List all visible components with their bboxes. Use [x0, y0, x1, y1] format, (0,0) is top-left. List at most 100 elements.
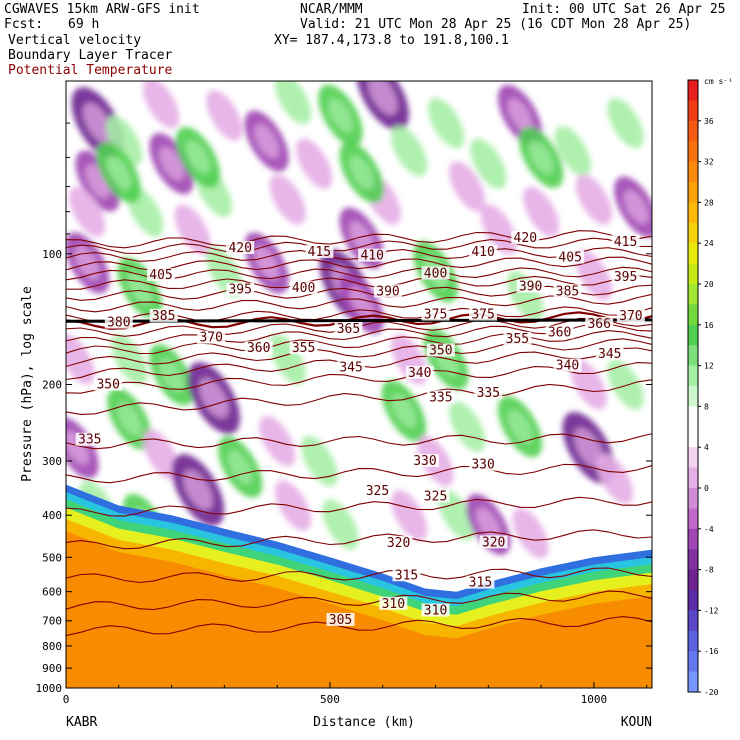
vertical-velocity-cell-14 [554, 125, 591, 177]
theta-label-bg-33 [426, 390, 455, 404]
theta-label-bg-24 [244, 341, 273, 355]
y-tick-label-3: 400 [42, 509, 62, 522]
theta-label-bg-18 [616, 308, 645, 322]
theta-label-14: 385 [556, 284, 579, 299]
theta-label-bg-25 [289, 341, 318, 355]
colorbar-swatch-19 [688, 467, 698, 489]
vertical-velocity-cell-17 [69, 186, 106, 237]
theta-label-24: 360 [247, 341, 270, 356]
vertical-velocity-cell-10 [391, 125, 428, 177]
theta-contour-310 [66, 590, 652, 611]
theta-label-32: 350 [96, 378, 119, 393]
forecast-hour: 69 h [68, 17, 100, 32]
left-endpoint-label: KABR [66, 715, 97, 730]
vertical-velocity-cell-7 [274, 81, 312, 125]
theta-label-1: 415 [308, 245, 331, 260]
theta-label-0: 420 [228, 241, 251, 256]
theta-label-bg-44 [379, 596, 408, 610]
theta-label-6: 415 [614, 235, 637, 250]
y-tick-label-9: 1000 [36, 682, 63, 695]
colorbar-swatch-23 [688, 549, 698, 571]
theta-label-bg-43 [466, 575, 495, 589]
vertical-velocity-halo-61 [507, 409, 533, 444]
theta-label-42: 315 [395, 568, 418, 583]
theta-label-26: 355 [506, 332, 529, 347]
theta-label-31: 340 [556, 359, 579, 374]
vertical-velocity-halo-29 [623, 190, 649, 224]
theta-label-30: 340 [408, 366, 431, 381]
theta-label-bg-26 [503, 331, 532, 345]
y-tick-label-2: 300 [42, 455, 62, 468]
colorbar-label-0: 36 [704, 117, 714, 126]
theta-label-bg-11 [226, 282, 255, 296]
theta-label-bg-17 [469, 307, 498, 321]
y-tick-label-8: 900 [42, 662, 62, 675]
colorbar-swatch-0 [688, 80, 698, 101]
theta-label-bg-12 [374, 284, 403, 298]
theta-label-bg-35 [75, 432, 104, 446]
theta-contour-305 [66, 616, 652, 637]
theta-label-46: 305 [329, 613, 352, 628]
theta-label-4: 420 [514, 231, 537, 246]
vertical-velocity-cell-64 [274, 480, 312, 531]
theta-label-13: 390 [519, 280, 542, 295]
theta-label-bg-34 [474, 385, 503, 399]
vertical-velocity-cell-20 [269, 174, 306, 225]
vertical-velocity-halo-54 [183, 470, 213, 510]
theta-label-bg-39 [421, 489, 450, 503]
bl-tracer-band-orange [66, 531, 652, 688]
theta-label-bg-1 [305, 244, 334, 258]
theta-label-bg-29 [337, 360, 366, 374]
colorbar-label-3: 24 [704, 239, 714, 248]
theta-contour-360 [66, 330, 652, 355]
forecast-label: Fcst: [4, 17, 44, 32]
theta-label-bg-40 [384, 535, 413, 549]
colorbar-label-12: -12 [704, 606, 719, 615]
valid-time: Valid: 21 UTC Mon 28 Apr 25 (16 CDT Mon … [300, 17, 692, 32]
theta-label-bg-8 [289, 281, 318, 295]
vertical-velocity-halo-51 [66, 431, 89, 465]
field-potential-temperature: Potential Temperature [8, 63, 173, 78]
colorbar-swatch-18 [688, 447, 698, 469]
vertical-velocity-cell-50 [607, 359, 644, 410]
y-tick-label-7: 800 [42, 640, 62, 653]
theta-label-40: 320 [387, 536, 410, 551]
colorbar-swatch-26 [688, 610, 698, 632]
theta-contour-325 [66, 496, 652, 517]
y-tick-label-6: 700 [42, 615, 62, 628]
x-tick-label-1: 500 [320, 693, 340, 706]
theta-label-bg-7 [147, 268, 176, 282]
theta-label-29: 345 [339, 361, 362, 376]
init-time: Init: 00 UTC Sat 26 Apr 25 [522, 2, 726, 17]
theta-label-bg-23 [197, 330, 226, 344]
vertical-velocity-cell-66 [391, 490, 428, 541]
vertical-velocity-halo-13 [507, 98, 533, 133]
colorbar: 36 32 28 24 20 16 12 8 4 0 -4 -8 -12 -16 -20 [687, 79, 719, 697]
theta-label-23: 370 [199, 331, 222, 346]
vertical-velocity-cell-16 [575, 174, 613, 225]
theta-contour-415 [66, 237, 652, 255]
colorbar-swatch-8 [688, 243, 698, 265]
colorbar-swatch-10 [688, 284, 698, 305]
vertical-velocity-cell-12 [449, 161, 486, 212]
theta-label-bg-30 [405, 365, 434, 379]
theta-label-34: 335 [477, 386, 500, 401]
colorbar-swatch-15 [688, 386, 698, 407]
field-bl-tracer: Boundary Layer Tracer [8, 48, 173, 63]
vertical-velocity-halo-55 [228, 450, 253, 484]
colorbar-swatch-5 [688, 182, 698, 203]
theta-label-bg-15 [149, 308, 178, 322]
vertical-velocity-cell-67 [438, 490, 475, 541]
colorbar-label-6: 12 [704, 362, 714, 371]
theta-label-11: 395 [228, 283, 251, 298]
vertical-velocity-halo-36 [254, 246, 279, 280]
theta-label-36: 330 [413, 454, 436, 469]
colorbar-swatch-3 [688, 141, 698, 163]
vertical-velocity-cell-22 [470, 138, 507, 189]
theta-contour-355 [66, 338, 652, 367]
colorbar-swatch-21 [688, 508, 698, 530]
vertical-velocity-halo-38 [349, 286, 374, 321]
vertical-velocity-cell-49 [570, 359, 607, 410]
vertical-velocity-halo-25 [185, 140, 211, 175]
